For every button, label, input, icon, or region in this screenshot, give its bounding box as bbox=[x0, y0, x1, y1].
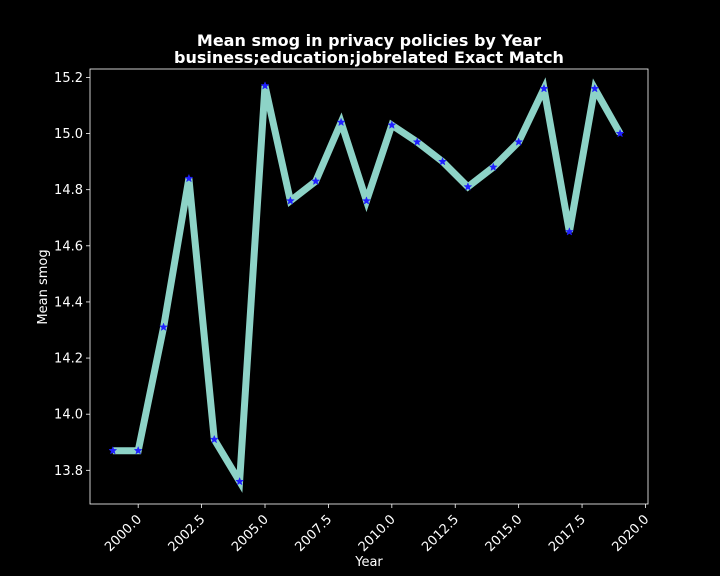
data-point bbox=[133, 445, 143, 455]
data-point bbox=[590, 83, 600, 93]
data-point bbox=[311, 176, 321, 186]
data-point bbox=[336, 117, 346, 127]
data-point bbox=[539, 83, 549, 93]
chart-title-line2: business;education;jobrelated Exact Matc… bbox=[174, 48, 564, 67]
data-point bbox=[438, 156, 448, 166]
chart-title-line1: Mean smog in privacy policies by Year bbox=[197, 31, 541, 50]
y-tick-label: 14.2 bbox=[54, 352, 83, 367]
y-tick-label: 15.0 bbox=[54, 127, 83, 142]
data-point bbox=[514, 137, 524, 146]
data-point bbox=[387, 120, 397, 129]
plot-frame bbox=[89, 68, 649, 505]
y-tick-label: 14.4 bbox=[54, 295, 83, 310]
y-tick-label: 14.6 bbox=[54, 239, 83, 254]
data-point bbox=[159, 322, 169, 332]
data-point bbox=[412, 137, 422, 146]
y-tick-label: 15.2 bbox=[54, 71, 83, 86]
data-point bbox=[260, 81, 270, 90]
data-point bbox=[235, 476, 245, 486]
data-point bbox=[361, 196, 371, 205]
y-tick-label: 13.8 bbox=[54, 464, 83, 479]
data-point bbox=[108, 445, 118, 455]
data-point bbox=[184, 173, 194, 183]
y-tick-label: 14.0 bbox=[54, 408, 83, 423]
y-axis-label: Mean smog bbox=[36, 249, 51, 324]
data-point bbox=[285, 196, 295, 205]
data-point bbox=[615, 128, 625, 138]
data-point bbox=[488, 162, 498, 172]
data-point bbox=[209, 434, 219, 444]
data-point bbox=[463, 182, 473, 191]
data-point bbox=[564, 227, 574, 236]
x-axis-label: Year bbox=[354, 555, 383, 570]
y-tick-label: 14.8 bbox=[54, 183, 83, 198]
